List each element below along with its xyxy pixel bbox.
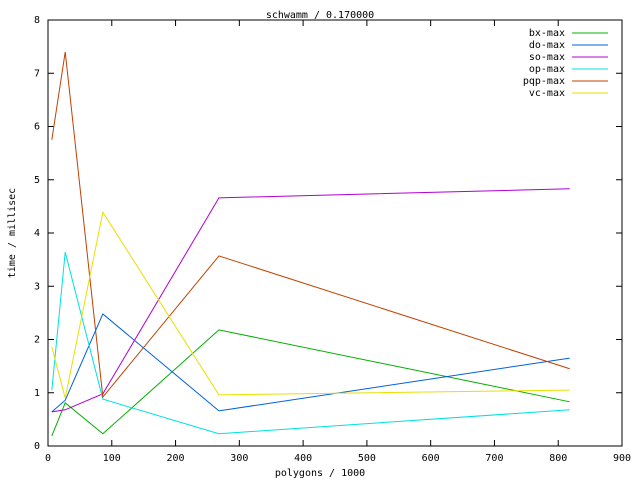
legend-label: bx-max	[529, 28, 565, 39]
y-tick-label: 2	[34, 335, 40, 346]
x-tick-label: 500	[358, 453, 376, 464]
x-tick-label: 100	[103, 453, 121, 464]
x-tick-label: 400	[294, 453, 312, 464]
legend-label: do-max	[529, 40, 565, 51]
chart-title: schwamm / 0.170000	[266, 10, 374, 21]
y-tick-label: 8	[34, 15, 40, 26]
y-tick-label: 3	[34, 281, 40, 292]
x-axis-label: polygons / 1000	[275, 468, 365, 479]
x-tick-label: 600	[422, 453, 440, 464]
legend-label: vc-max	[529, 88, 565, 99]
y-tick-label: 5	[34, 175, 40, 186]
series-line	[51, 210, 570, 399]
x-tick-label: 900	[613, 453, 631, 464]
y-tick-label: 7	[34, 68, 40, 79]
legend-label: so-max	[529, 52, 565, 63]
x-tick-label: 300	[230, 453, 248, 464]
x-tick-label: 700	[485, 453, 503, 464]
x-tick-label: 0	[45, 453, 51, 464]
x-tick-label: 200	[167, 453, 185, 464]
y-axis-label: time / millisec	[7, 188, 18, 278]
series-line	[51, 252, 570, 435]
series-line	[51, 51, 570, 399]
legend-label: pqp-max	[523, 76, 565, 87]
series-line	[51, 329, 570, 437]
y-tick-label: 4	[34, 228, 40, 239]
x-tick-label: 800	[549, 453, 567, 464]
legend-label: op-max	[529, 64, 565, 75]
y-tick-label: 0	[34, 441, 40, 452]
y-tick-label: 6	[34, 122, 40, 133]
y-tick-label: 1	[34, 388, 40, 399]
